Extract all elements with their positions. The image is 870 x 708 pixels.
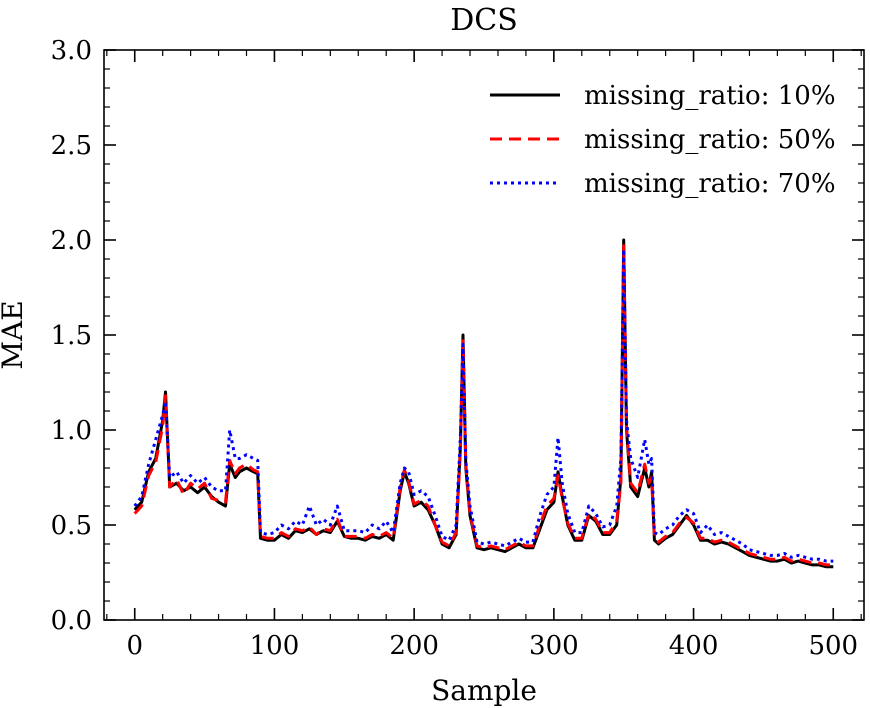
y-tick-label: 3.0: [51, 36, 92, 66]
series-layer: [133, 238, 834, 569]
ticks-layer: 0 100 200 300 400 500 0.0 0.5 1.0 1.5 2.0 2.5 3.0: [51, 36, 864, 661]
series-line-2: [133, 244, 834, 567]
legend-label-1: missing_ratio: 10%: [584, 81, 836, 111]
legend-label-3: missing_ratio: 70%: [584, 169, 836, 199]
chart-title: DCS: [450, 3, 518, 38]
y-tick-label: 2.5: [51, 131, 92, 161]
series-line-1: [133, 238, 834, 569]
x-tick-label: 500: [808, 631, 858, 661]
y-tick-label: 2.0: [51, 226, 92, 256]
legend-label-2: missing_ratio: 50%: [584, 125, 836, 155]
y-tick-label: 1.0: [51, 416, 92, 446]
legend: missing_ratio: 10% missing_ratio: 50% miss…: [490, 81, 836, 199]
x-tick-label: 100: [250, 631, 300, 661]
plot-frame: [103, 49, 865, 621]
x-tick-label: 200: [389, 631, 439, 661]
y-axis-label: MAE: [0, 300, 29, 369]
x-axis-label: Sample: [431, 674, 537, 707]
series-line-3: [133, 248, 834, 563]
x-tick-label: 0: [126, 631, 143, 661]
y-tick-label: 0.0: [51, 606, 92, 636]
x-tick-label: 400: [669, 631, 719, 661]
y-tick-label: 0.5: [51, 511, 92, 541]
x-tick-label: 300: [529, 631, 579, 661]
y-tick-label: 1.5: [51, 321, 92, 351]
